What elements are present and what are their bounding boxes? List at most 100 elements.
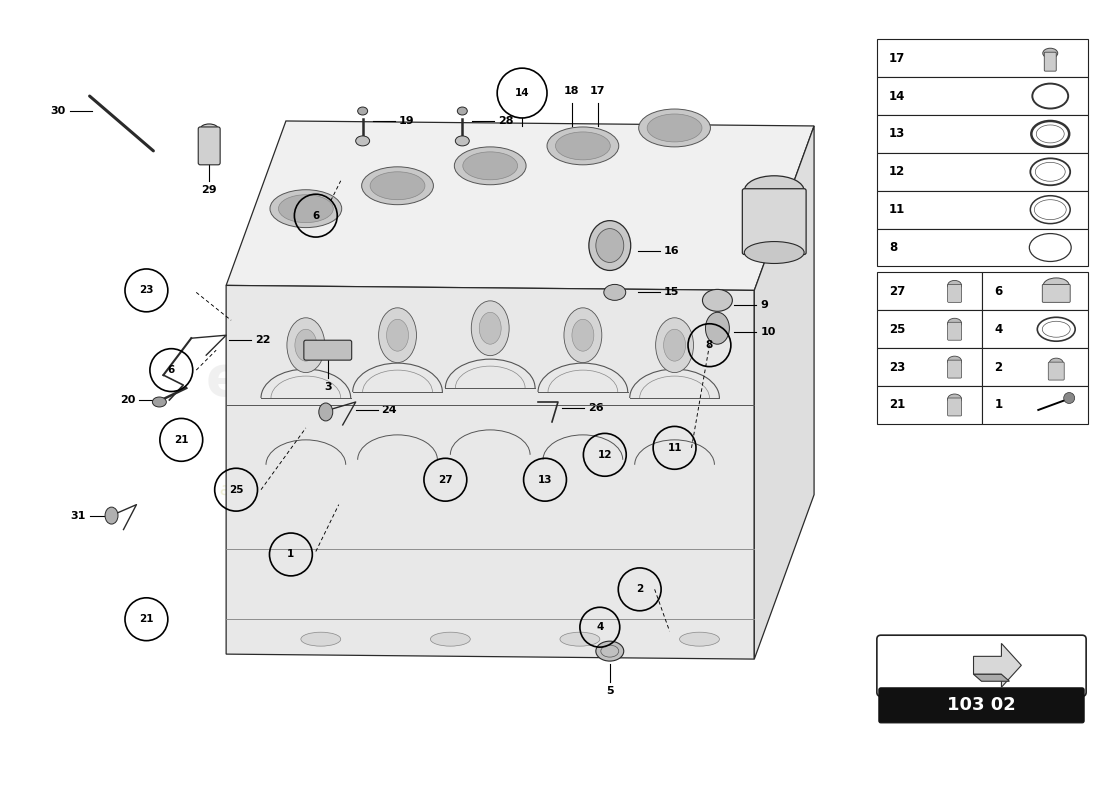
Ellipse shape [463,152,518,180]
Ellipse shape [355,136,370,146]
Text: 22: 22 [255,335,271,346]
FancyBboxPatch shape [304,340,352,360]
Ellipse shape [572,319,594,351]
Text: 21: 21 [140,614,154,624]
FancyBboxPatch shape [1044,52,1056,71]
FancyBboxPatch shape [947,322,961,340]
Text: 19: 19 [398,116,415,126]
FancyBboxPatch shape [877,39,1088,77]
Text: 12: 12 [597,450,612,460]
Text: 18: 18 [564,86,580,96]
Ellipse shape [703,290,733,311]
Ellipse shape [319,403,333,421]
Polygon shape [755,126,814,659]
Ellipse shape [639,109,711,147]
FancyBboxPatch shape [982,273,1088,310]
Text: 6: 6 [994,285,1003,298]
FancyBboxPatch shape [877,273,982,310]
Ellipse shape [680,632,719,646]
Ellipse shape [1049,358,1064,368]
Text: 16: 16 [663,246,679,255]
Ellipse shape [947,318,961,328]
Ellipse shape [386,319,408,351]
Text: 2: 2 [636,584,644,594]
Ellipse shape [362,167,433,205]
Text: 13: 13 [889,127,905,141]
FancyBboxPatch shape [877,229,1088,266]
Text: 4: 4 [994,322,1003,336]
FancyBboxPatch shape [877,190,1088,229]
FancyBboxPatch shape [947,360,961,378]
Text: 2: 2 [994,361,1002,374]
Ellipse shape [564,308,602,362]
FancyBboxPatch shape [877,153,1088,190]
Text: 8: 8 [889,241,898,254]
Ellipse shape [647,114,702,142]
Ellipse shape [745,242,804,263]
Ellipse shape [471,301,509,356]
Ellipse shape [1043,278,1069,293]
Ellipse shape [947,356,961,366]
Text: 15: 15 [663,287,679,298]
FancyBboxPatch shape [982,386,1088,424]
Ellipse shape [663,330,685,361]
FancyBboxPatch shape [947,398,961,416]
FancyBboxPatch shape [198,127,220,165]
Polygon shape [227,286,755,659]
FancyBboxPatch shape [742,189,806,254]
Text: 6: 6 [312,210,319,221]
Text: 17: 17 [590,86,606,96]
Text: 20: 20 [120,395,135,405]
Text: 28: 28 [498,116,514,126]
Ellipse shape [480,312,502,344]
Ellipse shape [556,132,610,160]
Text: 25: 25 [229,485,243,494]
Text: 11: 11 [889,203,905,216]
Text: 7: 7 [773,218,781,228]
Ellipse shape [745,176,804,206]
Ellipse shape [295,330,317,361]
FancyBboxPatch shape [879,688,1085,723]
Ellipse shape [588,221,630,270]
Ellipse shape [705,312,729,344]
Text: 1: 1 [287,550,295,559]
Text: 17: 17 [889,52,905,65]
FancyBboxPatch shape [982,348,1088,386]
Text: 29: 29 [201,185,217,194]
Text: 24: 24 [382,405,397,415]
Ellipse shape [358,107,367,115]
FancyBboxPatch shape [1048,362,1064,380]
FancyBboxPatch shape [877,348,982,386]
Text: 11: 11 [668,443,682,453]
FancyBboxPatch shape [877,310,982,348]
Text: 26: 26 [587,403,604,413]
Text: 23: 23 [889,361,905,374]
Text: 6: 6 [167,365,175,375]
Text: 21: 21 [889,398,905,411]
Ellipse shape [106,507,118,524]
Circle shape [1064,393,1075,403]
Ellipse shape [455,136,470,146]
Ellipse shape [547,127,619,165]
Text: eurospares: eurospares [206,353,556,407]
Ellipse shape [301,632,341,646]
Polygon shape [227,121,814,290]
Ellipse shape [378,308,417,362]
Ellipse shape [604,285,626,300]
Text: 10: 10 [760,327,775,338]
Text: 31: 31 [70,510,86,521]
Text: 25: 25 [889,322,905,336]
Text: 3: 3 [324,382,331,392]
Ellipse shape [454,147,526,185]
Text: 4: 4 [596,622,604,632]
Ellipse shape [1043,48,1058,58]
Text: 12: 12 [889,166,905,178]
Text: 9: 9 [760,300,768,310]
Text: 14: 14 [889,90,905,102]
Ellipse shape [200,124,218,134]
Ellipse shape [596,641,624,661]
Ellipse shape [947,281,961,290]
Text: 8: 8 [706,340,713,350]
FancyBboxPatch shape [947,285,961,302]
Text: 27: 27 [889,285,905,298]
